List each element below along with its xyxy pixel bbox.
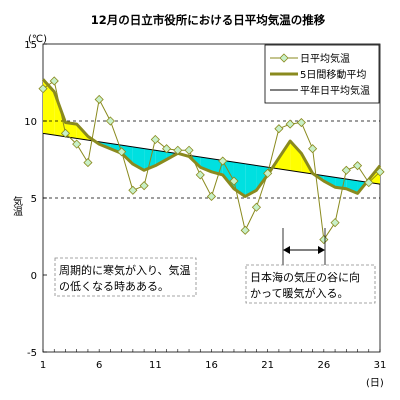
y-tick-label-0: 0 [31, 271, 37, 282]
cold-anomaly-fill-9-0 [144, 148, 156, 171]
x-unit-label: (日) [366, 378, 384, 389]
annotation-warm-line-2: かって暖気が入る。 [250, 286, 348, 300]
daily-point-16 [206, 191, 217, 202]
daily-point-1 [38, 84, 48, 94]
x-tick-label-1: 1 [40, 360, 46, 371]
annotation-cold-line-1: 周期的に寒気が入り、気温 [59, 263, 191, 277]
annotation-warm-air: 日本海の気圧の谷に向 かって暖気が入る。 [245, 228, 376, 304]
x-tick-label-21: 21 [261, 360, 274, 371]
y-unit-label: (℃) [28, 34, 47, 45]
x-tick-label-26: 26 [317, 360, 330, 371]
daily-point-13 [173, 145, 183, 155]
daily-point-17 [218, 156, 228, 166]
legend-diamond-marker-icon [279, 53, 289, 63]
daily-point-15 [195, 170, 205, 180]
x-tick-label-6: 6 [96, 360, 102, 371]
legend-label-moving-average: 5日間移動平均 [300, 68, 366, 81]
daily-point-18 [229, 176, 239, 186]
y-axis-title: 気温 [11, 195, 23, 216]
normal-temperature-line [42, 132, 381, 185]
moving-average-line [41, 78, 382, 198]
daily-point-6 [94, 94, 104, 105]
cold-anomaly-fill-10-0 [155, 150, 167, 166]
warm-anomaly-fill-22-0 [290, 141, 302, 173]
cold-anomaly-fill-17-0 [233, 162, 246, 197]
daily-temperature-line-group [38, 76, 385, 245]
x-tick-label-31: 31 [374, 360, 387, 371]
daily-point-2 [49, 76, 59, 86]
daily-point-23 [285, 119, 295, 129]
moving-average-line-group [41, 78, 382, 198]
daily-point-20 [251, 202, 261, 212]
daily-point-25 [308, 144, 318, 154]
daily-point-24 [296, 117, 306, 128]
daily-point-31 [375, 167, 385, 177]
daily-point-9 [128, 185, 138, 195]
x-tick-label-11: 11 [149, 360, 162, 371]
daily-point-7 [105, 116, 115, 126]
y-tick-label--5: -5 [27, 348, 37, 359]
legend-label-normal: 平年日平均気温 [300, 84, 370, 97]
y-tick-label-5: 5 [31, 194, 37, 205]
warm-anomaly-fill-21-0 [278, 141, 291, 171]
daily-point-30 [364, 178, 374, 188]
daily-point-29 [352, 161, 363, 171]
cold-anomaly-fill-26-0 [335, 177, 347, 189]
daily-point-26 [319, 235, 329, 245]
daily-point-4 [72, 139, 82, 149]
y-tick-label-15: 15 [24, 40, 37, 51]
arrow-head-left-icon [283, 246, 290, 254]
daily-point-22 [274, 124, 284, 134]
daily-point-12 [162, 144, 172, 154]
annotation-cold-air: 周期的に寒気が入り、気温 の低くなる時あある。 [54, 257, 197, 297]
y-tick-label-10: 10 [24, 117, 37, 128]
daily-point-21 [263, 168, 273, 178]
daily-point-11 [150, 134, 160, 145]
x-tick-label-16: 16 [205, 360, 218, 371]
normal-temperature-line-group [42, 132, 381, 185]
daily-point-14 [184, 145, 194, 155]
daily-point-28 [341, 165, 351, 175]
daily-point-3 [60, 128, 71, 138]
legend: 日平均気温 5日間移動平均 平年日平均気温 [264, 44, 380, 104]
annotation-warm-line-1: 日本海の気圧の谷に向 [250, 270, 360, 284]
legend-label-daily: 日平均気温 [300, 52, 350, 65]
arrow-head-right-icon [318, 246, 325, 254]
cold-anomaly-fill-18-0 [245, 163, 257, 197]
daily-point-27 [330, 218, 340, 228]
annotation-cold-line-2: の低くなる時あある。 [59, 280, 169, 293]
daily-point-8 [117, 147, 127, 157]
chart-title: 12月の日立市役所における日平均気温の推移 [91, 13, 326, 27]
daily-point-10 [139, 181, 149, 191]
daily-point-5 [83, 158, 93, 168]
daily-point-19 [240, 225, 250, 235]
